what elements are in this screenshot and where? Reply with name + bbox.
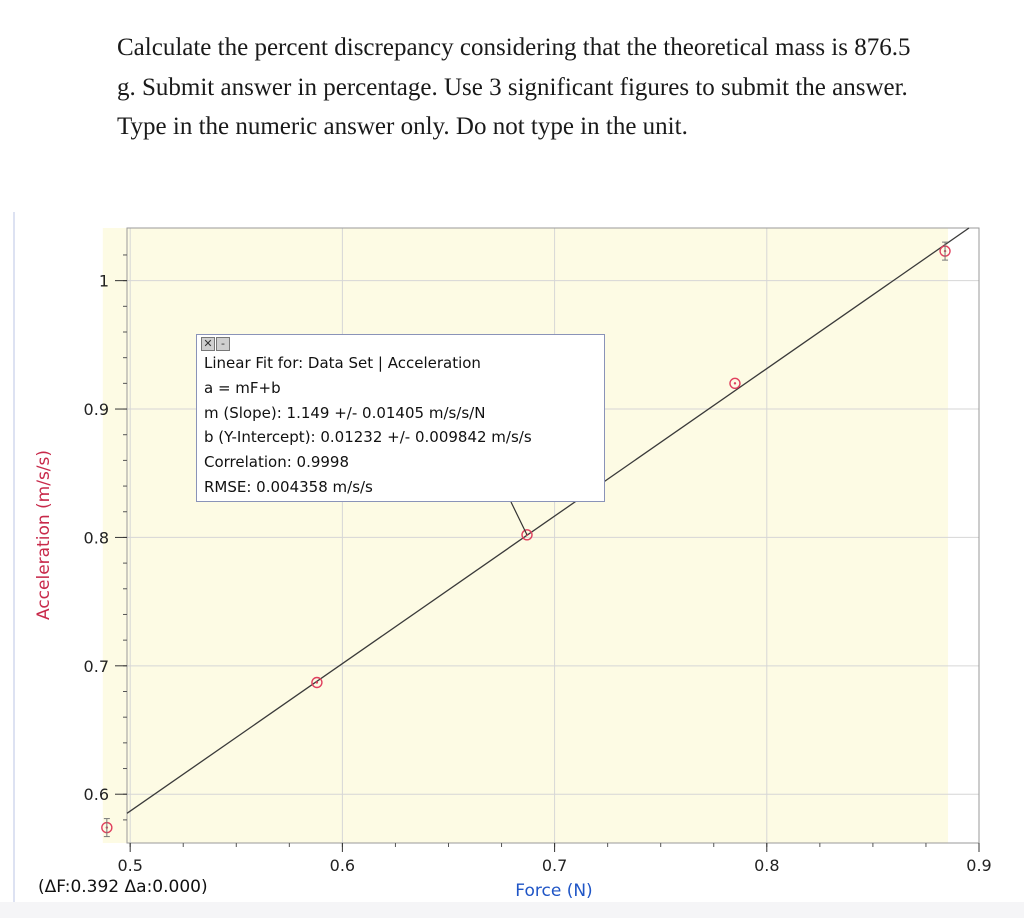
fit-equation: a = mF+b <box>204 378 281 397</box>
y-tick-label-1: 0.7 <box>84 657 109 676</box>
fit-title: Linear Fit for: Data Set | Acceleration <box>204 354 481 372</box>
x-tick-label-4: 0.9 <box>966 856 991 875</box>
minimize-icon[interactable]: - <box>216 337 230 351</box>
plot-border <box>126 227 980 844</box>
fit-callout-group <box>510 501 528 536</box>
x-tick-label-0: 0.5 <box>117 856 142 875</box>
left-divider <box>13 212 15 902</box>
data-point-marker-1 <box>311 676 323 689</box>
x-tick-label-3: 0.8 <box>754 856 779 875</box>
question-line-3: Type in the numeric answer only. Do not … <box>117 113 688 140</box>
data-point-3 <box>729 377 741 390</box>
fit-line-group <box>126 227 970 814</box>
data-point-1 <box>311 676 323 689</box>
fit-rmse: RMSE: 0.004358 m/s/s <box>204 477 373 496</box>
fit-callout-line <box>510 501 528 536</box>
axis-ticks <box>115 254 980 852</box>
x-tick-label-2: 0.7 <box>542 856 567 875</box>
delta-readout: (ΔF:0.392 Δa:0.000) <box>38 877 208 897</box>
x-tick-label-1: 0.6 <box>330 856 355 875</box>
y-tick-label-2: 0.8 <box>84 528 109 547</box>
data-point-0 <box>101 818 113 838</box>
data-point-marker-2 <box>521 529 533 541</box>
x-axis-label: Force (N) <box>515 881 592 901</box>
bottom-band <box>0 902 1024 918</box>
y-tick-label-0: 0.6 <box>84 785 109 804</box>
y-tick-label-4: 1 <box>99 272 109 291</box>
data-point-4 <box>939 241 951 261</box>
fit-slope: m (Slope): 1.149 +/- 0.01405 m/s/s/N <box>204 403 486 422</box>
fit-correlation: Correlation: 0.9998 <box>204 453 350 472</box>
question-line-2: g. Submit answer in percentage. Use 3 si… <box>117 73 908 101</box>
data-point-dot-3 <box>733 382 737 385</box>
data-point-dot-1 <box>315 681 319 684</box>
close-icon[interactable]: ✕ <box>201 337 215 351</box>
plot-frame <box>126 227 980 844</box>
question-line-1: Calculate the percent discrepancy consid… <box>117 34 911 61</box>
fit-region-shade <box>102 228 949 843</box>
y-tick-label-3: 0.9 <box>84 400 109 419</box>
fit-line <box>126 227 970 814</box>
fit-box-controls: ✕ - <box>201 337 231 353</box>
data-point-marker-3 <box>729 377 741 390</box>
fit-region <box>102 228 949 843</box>
linear-fit-box[interactable]: ✕ - Linear Fit for: Data Set | Accelerati… <box>196 334 605 502</box>
y-axis-label: Acceleration (m/s/s) <box>34 450 54 620</box>
question-text: Calculate the percent discrepancy consid… <box>117 28 987 147</box>
fit-intercept: b (Y-Intercept): 0.01232 +/- 0.009842 m/… <box>204 428 532 447</box>
tick-labels: 0.6 0.7 0.8 0.9 1 0.5 0.6 0.7 0.8 0.9 <box>84 272 992 875</box>
